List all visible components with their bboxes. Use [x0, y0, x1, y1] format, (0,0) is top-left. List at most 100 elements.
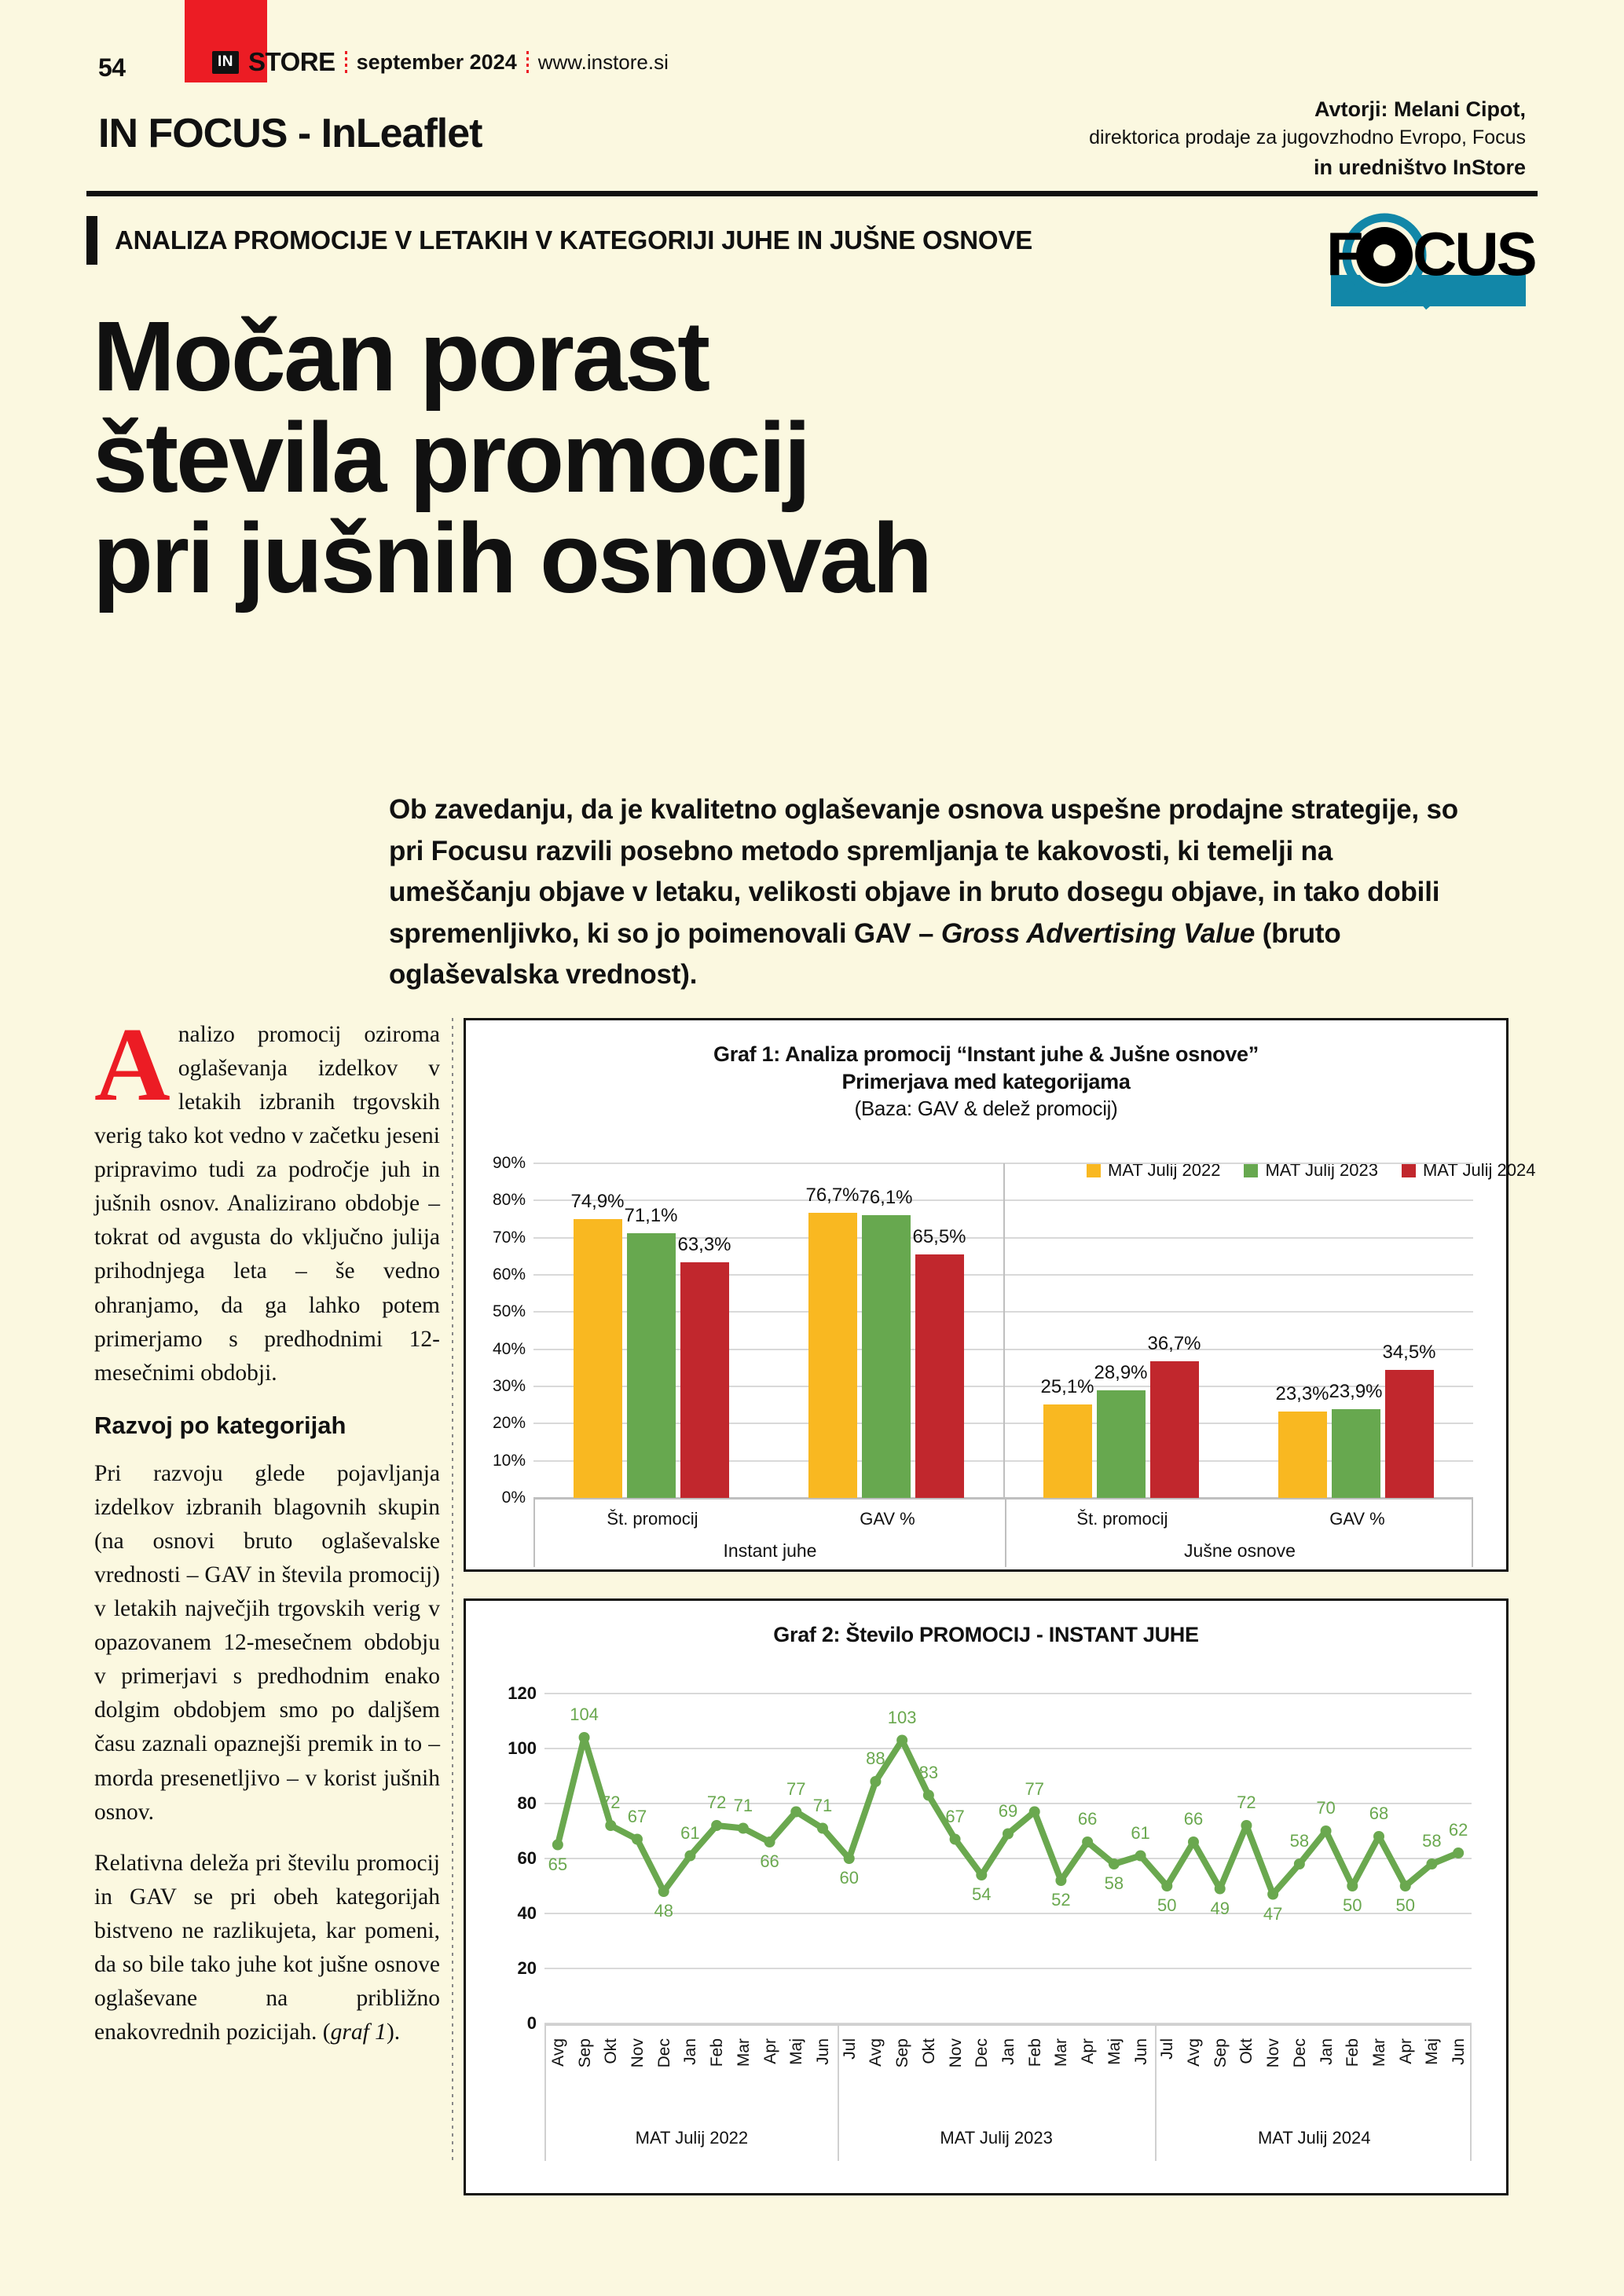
column-divider [452, 1018, 453, 2165]
data-point-label: 67 [627, 1806, 647, 1826]
month-text: Apr [1396, 2038, 1415, 2064]
axis-period-separator [1155, 2026, 1157, 2161]
month-text: Jan [1317, 2038, 1336, 2065]
month-text: Mar [734, 2038, 753, 2067]
bar: 63,3% [677, 1234, 731, 1498]
month-text: Feb [1344, 2038, 1362, 2067]
lead-italic: Gross Advertising Value [940, 917, 1256, 949]
website-url[interactable]: www.instore.si [537, 49, 669, 74]
gridline [544, 1693, 1472, 1694]
x-axis-month-label: Nov [947, 2032, 967, 2104]
group-separator [1003, 1163, 1005, 1498]
body-paragraph-3a: Relativna deleža pri številu promocij in… [94, 1850, 440, 2045]
bar-fill [573, 1219, 622, 1498]
month-text: Okt [602, 2038, 621, 2064]
kicker-text: ANALIZA PROMOCIJE V LETAKIH V KATEGORIJI… [115, 225, 1033, 255]
lead-paragraph: Ob zavedanju, da je kvalitetno oglaševan… [389, 789, 1461, 996]
data-point-label: 77 [1025, 1778, 1044, 1799]
author-editorial: in uredništvo InStore [1313, 155, 1526, 179]
gridline [544, 1968, 1472, 1969]
x-axis-category-label: GAV % [1329, 1509, 1385, 1529]
x-axis-month-label: Dec [1291, 2032, 1311, 2104]
x-axis-month-label: Jan [1318, 2032, 1338, 2104]
kicker: ANALIZA PROMOCIJE V LETAKIH V KATEGORIJI… [86, 216, 1265, 265]
y-axis-tick: 10% [492, 1451, 526, 1470]
month-text: Avg [867, 2038, 885, 2067]
data-point-label: 49 [1210, 1898, 1230, 1918]
x-axis-month-label: Sep [1212, 2032, 1232, 2104]
bar: 23,9% [1329, 1381, 1383, 1498]
y-axis-tick: 100 [508, 1738, 537, 1758]
graf1-title-line3: (Baza: GAV & delež promocij) [854, 1097, 1118, 1121]
bar: 76,7% [805, 1185, 860, 1498]
gridline [544, 1858, 1472, 1859]
x-axis-month-label: Jan [681, 2032, 702, 2104]
store-wordmark: STORE [248, 47, 335, 76]
gridline [544, 1803, 1472, 1804]
data-point-label: 48 [654, 1901, 673, 1921]
bar: 25,1% [1040, 1376, 1094, 1498]
data-point-label: 71 [733, 1795, 753, 1815]
y-axis-tick: 40 [517, 1903, 537, 1923]
x-axis-period-label: MAT Julij 2022 [635, 2128, 749, 2148]
bar: 34,5% [1382, 1342, 1436, 1498]
bar-value-label: 28,9% [1094, 1362, 1148, 1384]
month-text: Nov [629, 2038, 647, 2068]
x-axis-month-label: Nov [1264, 2032, 1285, 2104]
month-text: Maj [1105, 2038, 1124, 2065]
month-text: Jan [681, 2038, 700, 2065]
bar: 23,3% [1275, 1383, 1329, 1498]
y-axis-tick: 0% [501, 1489, 526, 1507]
month-text: Maj [787, 2038, 806, 2065]
data-point-label: 72 [1237, 1792, 1256, 1812]
bar-value-label: 36,7% [1147, 1333, 1201, 1355]
masthead-brandline: IN STORE september 2024 www.instore.si [212, 47, 669, 77]
x-axis-month-label: Maj [787, 2032, 808, 2104]
bar-value-label: 34,5% [1382, 1341, 1436, 1363]
graf2-title: Graf 2: Število PROMOCIJ - INSTANT JUHE [466, 1601, 1506, 1649]
x-axis-month-label: Sep [893, 2032, 914, 2104]
bar-fill [861, 1214, 911, 1498]
page-title: Močan porast števila promocij pri jušnih… [93, 306, 1271, 610]
y-axis-tick: 40% [492, 1339, 526, 1358]
bar: 36,7% [1147, 1333, 1201, 1498]
bar-value-label: 76,7% [805, 1184, 860, 1206]
x-axis-group-label: Instant juhe [723, 1540, 817, 1561]
gridline [533, 1497, 1473, 1500]
x-axis-month-label: Apr [761, 2032, 782, 2104]
legend-swatch [1244, 1163, 1259, 1177]
y-axis-tick: 60% [492, 1265, 526, 1283]
bar-fill [1096, 1390, 1146, 1498]
y-axis-tick: 80 [517, 1793, 537, 1813]
x-axis-month-label: Maj [1423, 2032, 1443, 2104]
x-axis-month-label: Feb [1026, 2032, 1047, 2104]
data-point-label: 69 [998, 1800, 1018, 1821]
month-text: Jun [1450, 2038, 1468, 2065]
chart-panel-graf1: Graf 1: Analiza promocij “Instant juhe &… [464, 1018, 1535, 1572]
x-axis-month-label: Avg [1185, 2032, 1205, 2104]
bar-value-label: 23,9% [1329, 1380, 1383, 1402]
month-text: Feb [708, 2038, 727, 2067]
bar-value-label: 25,1% [1040, 1376, 1094, 1398]
authors-block: Avtorji: Melani Cipot, direktorica proda… [1089, 94, 1526, 182]
body-paragraph-3-italic: graf 1 [330, 2019, 387, 2045]
masthead: 54 IN STORE september 2024 www.instore.s… [86, 0, 1538, 179]
body-paragraph-3b: ). [386, 2019, 401, 2045]
graf1-plot: 0% 10% 20% 30% 40% 50% 60% 70% 80% 90% 74,9% 71,1%… [493, 1154, 1473, 1507]
body-paragraph-2: Pri razvoju glede pojavljanja izdelkov i… [94, 1460, 440, 1825]
bar-value-label: 74,9% [570, 1191, 625, 1213]
month-text: Sep [1211, 2038, 1230, 2068]
bar-fill [1384, 1369, 1434, 1498]
headline-line-1: Močan porast [93, 301, 710, 412]
data-point-label: 67 [945, 1806, 965, 1826]
graf2-plot: 0 20 40 60 80 100 120 65 104 72 67 48 61 72 71 66 77 71 6… [508, 1683, 1472, 2033]
y-axis-tick: 30% [492, 1377, 526, 1395]
graf1-title: Graf 1: Analiza promocij “Instant juhe &… [466, 1020, 1506, 1122]
data-point-label: 58 [1422, 1831, 1442, 1851]
data-point-label: 83 [918, 1762, 939, 1782]
month-text: Jan [999, 2038, 1017, 2065]
month-text: Okt [919, 2038, 938, 2064]
data-point-label: 50 [1343, 1895, 1362, 1915]
month-text: Mar [1052, 2038, 1071, 2067]
